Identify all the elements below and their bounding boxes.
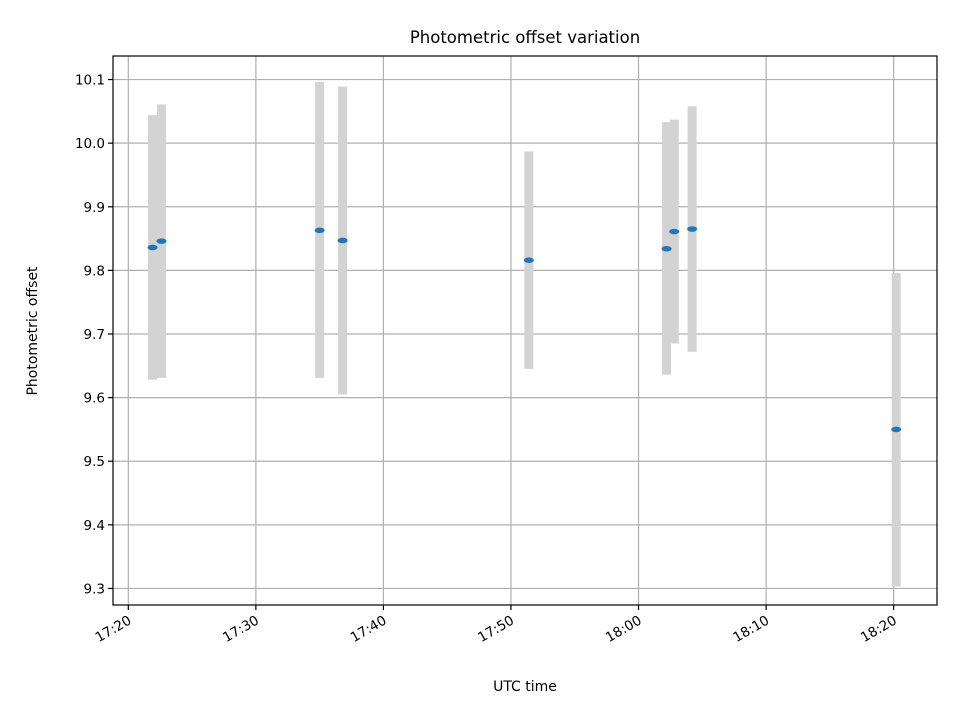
y-axis-ticks: 9.3 9.4 9.5 9.6 9.7 9.8 9.9 10.0 10.1: [75, 73, 113, 597]
data-point: [156, 238, 167, 244]
y-tick-label: 9.6: [84, 391, 105, 407]
data-point: [337, 237, 348, 244]
data-point: [891, 426, 902, 433]
data-point: [661, 245, 672, 252]
y-tick-label: 9.5: [84, 454, 105, 470]
x-tick-label: 17:50: [475, 613, 517, 646]
y-tick-label: 9.9: [84, 200, 105, 216]
x-tick-label: 17:20: [93, 613, 135, 646]
y-tick-label: 10.0: [75, 136, 105, 152]
data-point: [523, 257, 534, 264]
x-tick-label: 17:40: [348, 613, 390, 646]
y-tick-label: 9.8: [84, 263, 105, 279]
y-tick-label: 9.4: [84, 518, 105, 534]
x-axis-ticks: 17:20 17:30 17:40 17:50 18:00 18:10 18:20: [93, 605, 900, 646]
data-point: [669, 228, 680, 235]
data-point: [687, 226, 698, 232]
x-tick-label: 18:20: [858, 613, 900, 646]
chart-title: Photometric offset variation: [410, 28, 640, 47]
x-tick-label: 18:00: [603, 613, 645, 646]
data-point: [314, 227, 325, 234]
data-point: [147, 244, 158, 251]
data-points: [147, 226, 902, 433]
y-tick-label: 9.7: [84, 327, 105, 343]
y-tick-label: 10.1: [75, 73, 105, 89]
plot-area-frame: [112, 55, 938, 606]
x-tick-label: 17:30: [220, 613, 262, 646]
y-tick-label: 9.3: [84, 581, 105, 597]
y-axis-label: Photometric offset: [25, 266, 41, 396]
x-axis-label: UTC time: [493, 679, 557, 695]
x-tick-label: 18:10: [730, 613, 772, 646]
